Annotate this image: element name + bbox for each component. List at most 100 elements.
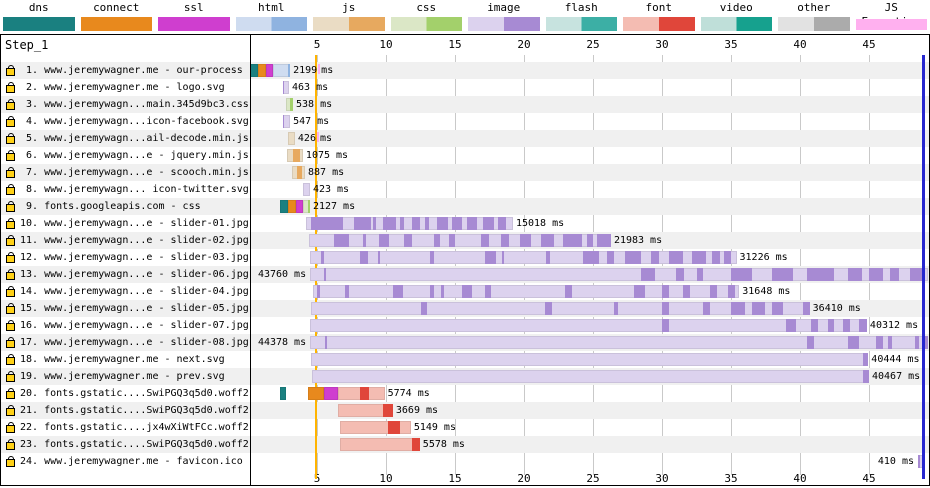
request-bar-chunk-img_d: [842, 319, 850, 332]
request-bar-chunk-img_d: [403, 234, 413, 247]
lock-body: [6, 442, 15, 450]
waterfall-row[interactable]: 5149 ms: [251, 419, 929, 436]
request-row-label[interactable]: 20. fonts.gstatic....SwiPGQ3q5d0.woff2: [1, 385, 250, 402]
request-row-label[interactable]: 18. www.jeremywagner.me - next.svg: [1, 351, 250, 368]
waterfall-row[interactable]: 5578 ms: [251, 436, 929, 453]
waterfall-row[interactable]: 36410 ms: [251, 300, 929, 317]
waterfall-row[interactable]: 15018 ms: [251, 215, 929, 232]
request-row-label[interactable]: 8. www.jeremywagn... icon-twitter.svg: [1, 181, 250, 198]
legend-swatch: [778, 17, 850, 31]
request-label: 15. www.jeremywagn...e - slider-05.jpg: [20, 303, 249, 314]
row-background: [251, 402, 929, 419]
waterfall-row[interactable]: 410 ms: [251, 453, 929, 470]
request-bar-chunk-img_d: [282, 81, 285, 94]
request-label: 21. fonts.gstatic....SwiPGQ3q5d0.woff2: [20, 405, 249, 416]
waterfall-row[interactable]: 423 ms: [251, 181, 929, 198]
request-row-label[interactable]: 10. www.jeremywagn...e - slider-01.jpg: [1, 215, 250, 232]
grid-line-40s: [800, 55, 801, 475]
request-duration-label: 5578 ms: [422, 439, 465, 450]
waterfall-row[interactable]: 40444 ms: [251, 351, 929, 368]
legend-label: ssl: [183, 1, 204, 14]
request-bar-segment-dns: [280, 387, 286, 400]
request-row-label[interactable]: 9. fonts.googleapis.com - css: [1, 198, 250, 215]
request-duration-label: 2127 ms: [312, 201, 356, 212]
request-duration-label: 31648 ms: [742, 286, 791, 297]
lock-icon: [6, 201, 15, 212]
lock-icon: [6, 218, 15, 229]
legend-label: image: [487, 1, 521, 14]
waterfall-row[interactable]: 31226 ms: [251, 249, 929, 266]
waterfall-row[interactable]: 426 ms: [251, 130, 929, 147]
waterfall-row[interactable]: 3669 ms: [251, 402, 929, 419]
request-row-label[interactable]: 11. www.jeremywagn...e - slider-02.jpg: [1, 232, 250, 249]
request-bar-chunk-img_d: [485, 285, 491, 298]
request-bar-chunk-img_d: [914, 336, 919, 349]
request-row-label[interactable]: 21. fonts.gstatic....SwiPGQ3q5d0.woff2: [1, 402, 250, 419]
request-label: 11. www.jeremywagn...e - slider-02.jpg: [20, 235, 249, 246]
axis-tick-label-bottom: 30: [655, 472, 669, 485]
row-background: [251, 130, 929, 147]
request-bar-chunk-img_d: [430, 285, 435, 298]
legend-item-flash: flash: [543, 0, 621, 34]
waterfall-row[interactable]: 1075 ms: [251, 147, 929, 164]
legend-item-connect: connect: [78, 0, 156, 34]
waterfall-row[interactable]: 463 ms: [251, 79, 929, 96]
waterfall-row[interactable]: 40467 ms: [251, 368, 929, 385]
request-row-label[interactable]: 1. www.jeremywagner.me - our-process: [1, 62, 250, 79]
request-bar-chunk-img_d: [624, 251, 642, 264]
legend-item-ssl: ssl: [155, 0, 233, 34]
request-row-label[interactable]: 2. www.jeremywagner.me - logo.svg: [1, 79, 250, 96]
request-label: 17. www.jeremywagn...e - slider-08.jpg: [20, 337, 249, 348]
waterfall-row[interactable]: 887 ms: [251, 164, 929, 181]
request-bar-chunk-img_d: [811, 319, 818, 332]
axis-tick-label-top: 40: [793, 38, 807, 51]
waterfall-row[interactable]: 5774 ms: [251, 385, 929, 402]
request-row-label[interactable]: 13. www.jeremywagn...e - slider-06.jpg: [1, 266, 250, 283]
legend-swatch: [623, 17, 695, 31]
request-bar-chunk-img_d: [786, 319, 796, 332]
waterfall-row[interactable]: 43760 ms: [251, 266, 929, 283]
request-bar-chunk-font_d: [383, 404, 393, 417]
request-row-label[interactable]: 15. www.jeremywagn...e - slider-05.jpg: [1, 300, 250, 317]
waterfall-row[interactable]: 40312 ms: [251, 317, 929, 334]
waterfall-row[interactable]: 31648 ms: [251, 283, 929, 300]
request-row-label[interactable]: 12. www.jeremywagn...e - slider-03.jpg: [1, 249, 250, 266]
request-label: 19. www.jeremywagner.me - prev.svg: [20, 371, 225, 382]
request-row-label[interactable]: 7. www.jeremywagn...e - scooch.min.js: [1, 164, 250, 181]
lock-icon: [6, 184, 15, 195]
request-duration-label: 40467 ms: [872, 371, 921, 382]
request-row-label[interactable]: 5. www.jeremywagn...ail-decode.min.js: [1, 130, 250, 147]
request-bar-segment-dns: [280, 200, 289, 213]
waterfall-row[interactable]: 44378 ms: [251, 334, 929, 351]
request-bar-segment-css_l: [285, 98, 293, 111]
request-row-label[interactable]: 4. www.jeremywagn...icon-facebook.svg: [1, 113, 250, 130]
waterfall-row[interactable]: 547 ms: [251, 113, 929, 130]
waterfall-row[interactable]: 2199 ms: [251, 62, 929, 79]
request-bar-chunk-img_d: [519, 234, 531, 247]
request-row-label[interactable]: 6. www.jeremywagn...e - jquery.min.js: [1, 147, 250, 164]
request-bar-chunk-img_d: [862, 353, 869, 366]
request-duration-label: 21983 ms: [613, 235, 663, 246]
waterfall-row[interactable]: 21983 ms: [251, 232, 929, 249]
request-row-label[interactable]: 22. fonts.gstatic....jx4wXiWtFCc.woff2: [1, 419, 250, 436]
request-duration-label: 887 ms: [307, 167, 345, 178]
request-bar-chunk-img_d: [485, 251, 497, 264]
request-row-label[interactable]: 24. www.jeremywagner.me - favicon.ico: [1, 453, 250, 470]
request-row-label[interactable]: 3. www.jeremywagn...main.345d9bc3.css: [1, 96, 250, 113]
legend-swatch: [700, 17, 772, 31]
waterfall-row[interactable]: 538 ms: [251, 96, 929, 113]
request-row-label[interactable]: 19. www.jeremywagner.me - prev.svg: [1, 368, 250, 385]
request-bar-chunk-img_d: [888, 336, 893, 349]
lock-icon: [6, 456, 15, 467]
request-row-label[interactable]: 16. www.jeremywagn...e - slider-07.jpg: [1, 317, 250, 334]
request-bar-chunk-img_d: [668, 251, 683, 264]
request-bar-chunk-img_d: [467, 217, 478, 230]
lock-body: [6, 391, 15, 399]
request-row-label[interactable]: 17. www.jeremywagn...e - slider-08.jpg: [1, 334, 250, 351]
waterfall-chart-area: 5 10 15 20 25 30 35 40 45 2199 ms 463 ms 538 ms 547 …: [251, 35, 929, 485]
request-row-label[interactable]: 14. www.jeremywagn...e - slider-04.jpg: [1, 283, 250, 300]
request-bar-chunk-img_d: [710, 285, 718, 298]
waterfall-row[interactable]: 2127 ms: [251, 198, 929, 215]
request-row-label[interactable]: 23. fonts.gstatic....SwiPGQ3q5d0.woff2: [1, 436, 250, 453]
row-background: [251, 436, 929, 453]
